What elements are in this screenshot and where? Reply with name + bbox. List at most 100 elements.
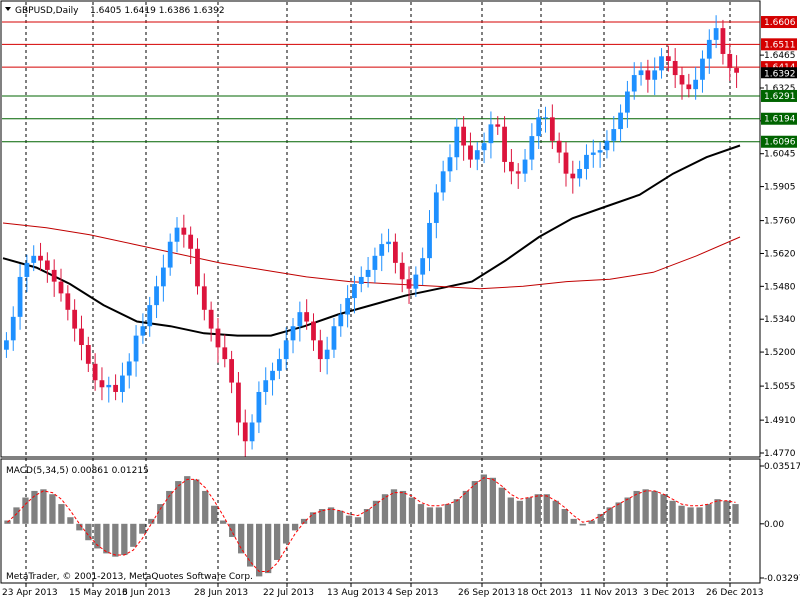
candle-body[interactable] (488, 124, 494, 144)
candle-body[interactable] (72, 309, 78, 329)
candle-body[interactable] (611, 129, 617, 141)
candle-body[interactable] (331, 326, 337, 350)
candle-body[interactable] (85, 345, 91, 364)
candle-body[interactable] (99, 380, 105, 388)
candle-body[interactable] (106, 384, 112, 388)
candle-body[interactable] (338, 314, 344, 327)
candle-body[interactable] (461, 126, 467, 146)
candle-body[interactable] (160, 267, 166, 287)
candle-body[interactable] (195, 248, 200, 287)
candle-body[interactable] (236, 382, 241, 423)
candle-body[interactable] (427, 222, 432, 259)
candle-body[interactable] (58, 281, 64, 294)
candle-body[interactable] (392, 241, 398, 263)
candle-body[interactable] (147, 305, 153, 327)
candle-body[interactable] (92, 363, 98, 381)
candle-body[interactable] (577, 168, 583, 179)
candle-body[interactable] (10, 316, 16, 341)
candle-body[interactable] (208, 309, 214, 329)
candle-body[interactable] (433, 192, 439, 223)
candle-body[interactable] (283, 340, 289, 360)
candle-body[interactable] (454, 126, 460, 158)
candle-body[interactable] (4, 340, 9, 350)
candle-body[interactable] (17, 276, 23, 317)
candle-body[interactable] (113, 384, 118, 392)
candle-body[interactable] (440, 171, 446, 193)
candle-body[interactable] (201, 286, 207, 310)
candle-body[interactable] (618, 112, 623, 130)
candle-body[interactable] (474, 150, 480, 160)
candle-body[interactable] (126, 361, 132, 376)
candle-body[interactable] (181, 227, 187, 235)
candle-body[interactable] (638, 70, 644, 76)
ma-slow-line[interactable] (2, 222, 741, 290)
candle-body[interactable] (563, 152, 569, 174)
candle-body[interactable] (652, 70, 658, 80)
candle-body[interactable] (727, 53, 733, 69)
candle-body[interactable] (679, 75, 685, 85)
candle-body[interactable] (365, 269, 371, 277)
candle-body[interactable] (406, 279, 412, 289)
candle-body[interactable] (631, 75, 637, 92)
candle-body[interactable] (693, 79, 699, 90)
candle-body[interactable] (659, 56, 664, 71)
candle-body[interactable] (345, 298, 351, 315)
candle-body[interactable] (174, 227, 180, 242)
candle-body[interactable] (304, 312, 310, 322)
candle-body[interactable] (249, 422, 255, 442)
candle-body[interactable] (276, 359, 282, 371)
candle-body[interactable] (65, 293, 71, 310)
candle-body[interactable] (522, 159, 528, 174)
candle-body[interactable] (270, 370, 275, 381)
candle-body[interactable] (154, 286, 159, 306)
candle-body[interactable] (358, 276, 364, 284)
candle-body[interactable] (38, 255, 43, 261)
candle-body[interactable] (713, 28, 719, 40)
candle-body[interactable] (625, 91, 630, 113)
candle-body[interactable] (549, 117, 555, 141)
candle-body[interactable] (700, 58, 705, 80)
candle-body[interactable] (79, 328, 84, 346)
candle-body[interactable] (543, 117, 548, 119)
candle-body[interactable] (399, 262, 405, 280)
candle-body[interactable] (386, 241, 391, 245)
candle-body[interactable] (379, 244, 385, 256)
candle-body[interactable] (481, 143, 487, 151)
candle-body[interactable] (734, 68, 739, 73)
triangle-down-icon[interactable] (5, 7, 11, 11)
candle-body[interactable] (502, 126, 507, 162)
candle-body[interactable] (529, 136, 535, 160)
candle-body[interactable] (686, 84, 692, 90)
candle-body[interactable] (140, 326, 146, 336)
candle-body[interactable] (590, 152, 596, 155)
candle-body[interactable] (324, 349, 330, 360)
candle-body[interactable] (556, 140, 562, 153)
candle-body[interactable] (645, 70, 651, 80)
candle-body[interactable] (515, 171, 521, 174)
candle-body[interactable] (597, 150, 603, 153)
candle-body[interactable] (44, 260, 50, 270)
candle-body[interactable] (604, 140, 610, 151)
candle-body[interactable] (229, 359, 234, 383)
candle-body[interactable] (31, 255, 37, 263)
candle-body[interactable] (51, 269, 57, 282)
candle-body[interactable] (120, 375, 125, 392)
candle-body[interactable] (584, 154, 589, 169)
candle-body[interactable] (509, 161, 514, 172)
candle-body[interactable] (167, 241, 173, 268)
candle-body[interactable] (447, 157, 453, 172)
candle-body[interactable] (242, 422, 248, 442)
candle-body[interactable] (420, 258, 426, 275)
candle-body[interactable] (290, 326, 296, 341)
macd-signal-line[interactable] (7, 477, 736, 572)
candle-body[interactable] (297, 312, 303, 327)
candle-body[interactable] (495, 124, 501, 127)
candle-body[interactable] (665, 56, 671, 61)
candle-body[interactable] (311, 321, 316, 341)
candle-body[interactable] (372, 255, 378, 270)
candle-body[interactable] (222, 347, 228, 360)
candle-body[interactable] (133, 335, 139, 362)
candle-body[interactable] (413, 274, 419, 289)
candle-body[interactable] (672, 60, 678, 76)
